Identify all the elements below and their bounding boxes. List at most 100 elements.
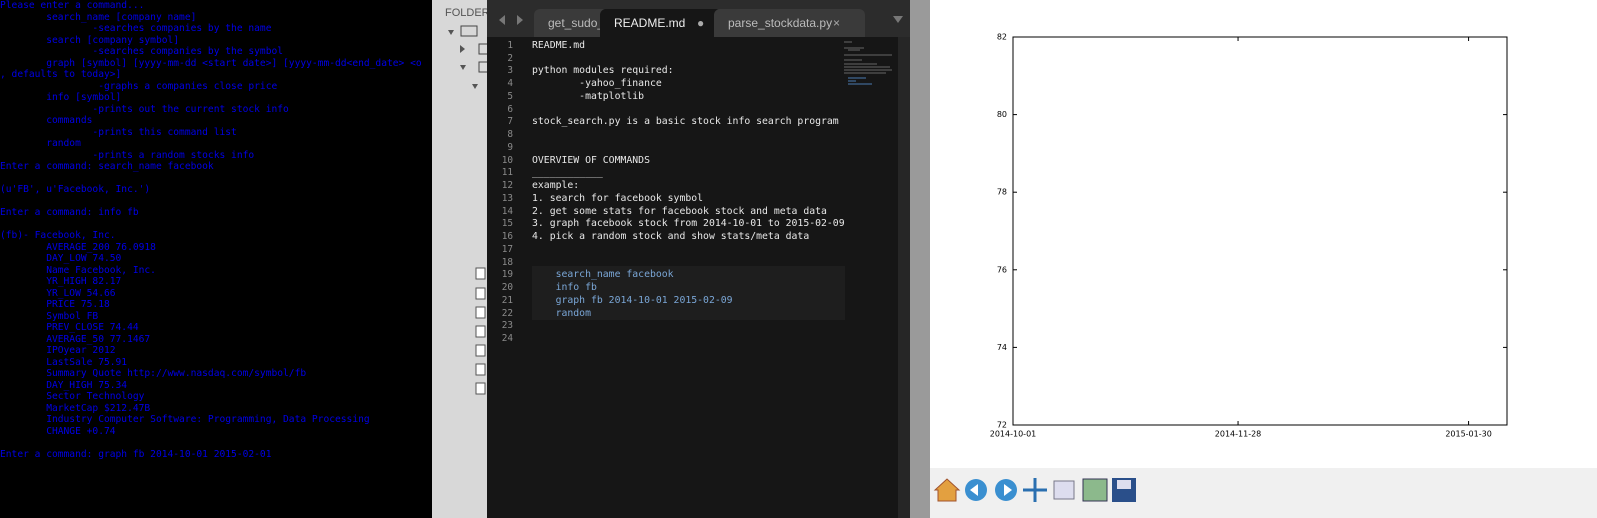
toolbar [930, 468, 1597, 518]
terminal-line: Please enter a command... [0, 0, 145, 11]
tab[interactable]: README.md ● [600, 9, 722, 37]
line-number: 15 [501, 218, 513, 230]
terminal-line: -searches companies by the symbol [0, 46, 284, 57]
y-tick-label: 76 [997, 265, 1007, 274]
line-number: 20 [501, 282, 513, 294]
y-tick-label: 82 [997, 33, 1007, 42]
terminal-line: PREV_CLOSE 74.44 [0, 322, 139, 333]
tab[interactable]: get_sudo_c [534, 9, 608, 37]
terminal-line: -prints a random stocks info [0, 149, 255, 161]
plot-window: 72 74 76 78 80 82 2014-10-01 2014-11-28 2015-01-… [930, 0, 1597, 518]
y-tick-label: 78 [997, 188, 1007, 197]
line-number: 13 [501, 192, 513, 204]
terminal-line: -prints out the current stock info [0, 103, 289, 115]
editor-line: 4. pick a random stock and show stats/me… [532, 231, 810, 243]
editor-line: 2. get some stats for facebook stock and… [532, 205, 827, 217]
editor-line: python modules required: [532, 65, 674, 77]
line-number: 10 [501, 154, 513, 166]
x-tick-label: 2015-01-30 [1445, 430, 1492, 439]
line-number: 2 [507, 52, 513, 64]
terminal-line: , defaults to today>] [0, 69, 122, 80]
terminal: Please enter a command... search_name [c… [0, 0, 432, 518]
toolbar-icons [933, 478, 1136, 502]
terminal-line: (fb)- Facebook, Inc. [0, 230, 116, 241]
terminal-line: YR_HIGH 82.17 [0, 276, 122, 287]
terminal-line: CHANGE +0.74 [0, 425, 116, 437]
line-number: 22 [501, 307, 513, 319]
terminal-line: Summary Quote http://www.nasdaq.com/symb… [0, 368, 307, 379]
terminal-line: AVERAGE_50 77.1467 [0, 333, 151, 345]
line-number: 9 [507, 141, 513, 153]
terminal-line: IPOyear 2012 [0, 345, 116, 356]
editor-line: OVERVIEW OF COMMANDS [532, 154, 650, 166]
terminal-line: -prints this command list [0, 126, 237, 138]
editor-line: 3. graph facebook stock from 2014-10-01 … [532, 218, 845, 230]
tab-bar: get_sudo_c README.md ● parse_stockdata.py… [487, 0, 910, 37]
terminal-line: -graphs a companies close price [0, 80, 278, 92]
terminal-line: (u'FB', u'Facebook, Inc.') [0, 184, 151, 195]
y-tick-label: 72 [997, 421, 1007, 430]
line-number: 5 [507, 90, 513, 102]
output-block: Please enter a command... search_name [c… [0, 0, 432, 173]
terminal-line: DAY_HIGH 75.34 [0, 379, 128, 391]
tab-label: parse_stockdata.py [728, 16, 833, 30]
line-number: 16 [501, 231, 513, 243]
modified-dot: ● [697, 16, 705, 30]
terminal-line: LastSale 75.91 [0, 356, 128, 368]
line-number: 17 [501, 243, 513, 255]
terminal-line: Industry Computer Software: Programming,… [0, 414, 370, 425]
terminal-line: MarketCap $212.47B [0, 402, 151, 414]
sidebar-header: FOLDER [445, 7, 487, 19]
window-divider [910, 0, 930, 518]
output-block: Enter a command: info fb [0, 207, 432, 219]
editor-line: -matplotlib [532, 90, 645, 102]
editor-line: README.md [532, 40, 586, 51]
tab-menu [893, 16, 903, 23]
terminal-line: graph [symbol] [yyyy-mm-dd <start date>]… [0, 57, 422, 69]
editor-line: -yahoo_finance [532, 78, 662, 90]
terminal-line: YR_LOW 54.66 [0, 287, 116, 299]
terminal-line: Sector Technology [0, 391, 145, 402]
plot-frame [1012, 36, 1508, 426]
x-tick-label: 2014-10-01 [990, 430, 1037, 439]
line-number: 11 [501, 167, 513, 179]
code-line: search_name facebook [532, 269, 674, 281]
tab-label: README.md [614, 16, 686, 30]
line-number: 12 [501, 180, 513, 192]
terminal-line: AVERAGE_200 76.0918 [0, 241, 156, 253]
terminal-line: commands [0, 115, 93, 126]
code-block-bg [532, 266, 845, 320]
editor-line: ____________ [532, 167, 603, 179]
close-icon[interactable]: × [833, 16, 841, 30]
editor-line: 1. search for facebook symbol [532, 192, 704, 204]
terminal-line: search_name [company name] [0, 11, 197, 23]
line-number: 1 [507, 40, 513, 51]
line-number: 6 [507, 103, 513, 115]
line-number: 8 [507, 129, 513, 141]
scrollbar[interactable] [898, 37, 910, 518]
line-number: 21 [501, 294, 513, 306]
output-block: (u'FB', u'Facebook, Inc.') [0, 184, 432, 196]
file-tree-icons [448, 25, 487, 395]
editor-line: stock_search.py is a basic stock info se… [532, 116, 839, 128]
terminal-line: -searches companies by the name [0, 23, 272, 34]
y-tick-label: 74 [997, 343, 1007, 352]
terminal-line: Enter a command: search_name facebook [0, 161, 214, 172]
code-line: info fb [532, 282, 597, 294]
line-number: 14 [501, 205, 513, 217]
terminal-line: PRICE 75.18 [0, 299, 110, 310]
output-block: (fb)- Facebook, Inc. AVERAGE_200 76.0918… [0, 230, 432, 437]
code-line: graph fb 2014-10-01 2015-02-09 [532, 294, 733, 306]
editor: get_sudo_c README.md ● parse_stockdata.py… [487, 0, 910, 518]
terminal-line: Enter a command: graph fb 2014-10-01 201… [0, 448, 272, 460]
code-line: random [532, 307, 591, 319]
line-number: 24 [501, 333, 513, 345]
y-tick-label: 80 [997, 110, 1007, 119]
terminal-line: info [symbol] [0, 92, 122, 103]
terminal-line: search [company symbol] [0, 34, 180, 46]
terminal-line: Name Facebook, Inc. [0, 264, 156, 276]
tab[interactable]: parse_stockdata.py × [714, 9, 865, 37]
editor-line: example: [532, 180, 580, 192]
terminal-line: Enter a command: info fb [0, 207, 139, 218]
